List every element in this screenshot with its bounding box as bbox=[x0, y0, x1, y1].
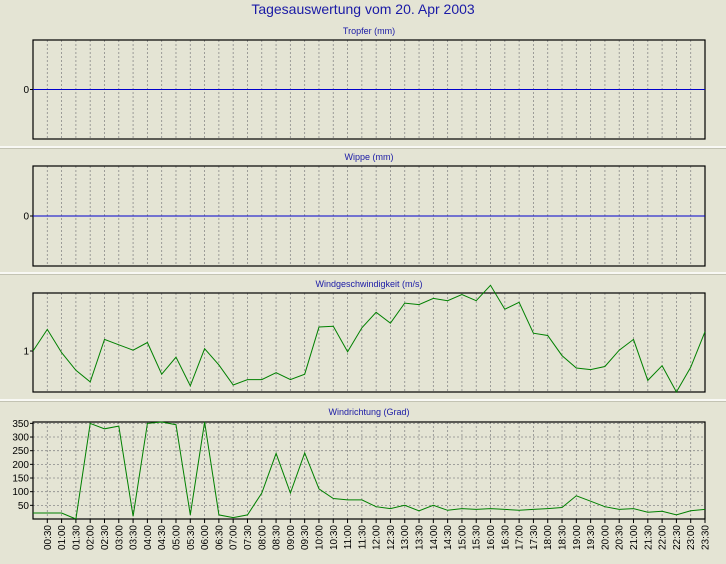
x-tick-label: 20:00 bbox=[600, 525, 611, 550]
x-tick-label: 15:00 bbox=[457, 525, 468, 550]
panel-title: Windrichtung (Grad) bbox=[328, 407, 409, 417]
y-tick-label: 0 bbox=[23, 212, 29, 223]
y-tick-label: 250 bbox=[12, 446, 29, 457]
series-line bbox=[33, 421, 706, 520]
x-tick-label: 08:00 bbox=[257, 525, 268, 550]
x-tick-label: 16:30 bbox=[500, 525, 511, 550]
x-tick-label: 06:30 bbox=[214, 525, 225, 550]
x-tick-label: 13:30 bbox=[415, 525, 426, 550]
x-tick-label: 19:30 bbox=[586, 525, 597, 550]
x-tick-label: 08:30 bbox=[272, 525, 283, 550]
page-title: Tagesauswertung vom 20. Apr 2003 bbox=[251, 1, 475, 17]
x-axis: 00:30 01:00 01:30 02:00 02:30 03:00 03:30 04:00… bbox=[43, 519, 712, 550]
x-tick-label: 01:30 bbox=[71, 525, 82, 550]
x-tick-label: 14:30 bbox=[443, 525, 454, 550]
y-tick-label: 0 bbox=[23, 85, 29, 96]
x-tick-label: 10:00 bbox=[314, 525, 325, 550]
x-tick-label: 02:00 bbox=[86, 525, 97, 550]
x-tick-label: 04:30 bbox=[157, 525, 168, 550]
panel-2: Wippe (mm) 0 bbox=[23, 152, 706, 267]
x-tick-label: 16:00 bbox=[486, 525, 497, 550]
x-tick-label: 10:30 bbox=[329, 525, 340, 550]
panel-title: Wippe (mm) bbox=[345, 152, 394, 162]
x-tick-label: 22:00 bbox=[658, 525, 669, 550]
y-tick-label: 100 bbox=[12, 487, 29, 498]
x-tick-label: 09:30 bbox=[300, 525, 311, 550]
x-tick-label: 17:00 bbox=[515, 525, 526, 550]
panel-title: Windgeschwindigkeit (m/s) bbox=[315, 279, 422, 289]
x-tick-label: 00:30 bbox=[43, 525, 54, 550]
x-tick-label: 21:00 bbox=[629, 525, 640, 550]
y-tick-label: 1 bbox=[23, 347, 29, 358]
y-tick-label: 50 bbox=[18, 501, 30, 512]
x-tick-label: 04:00 bbox=[143, 525, 154, 550]
x-tick-label: 07:30 bbox=[243, 525, 254, 550]
plot-frame bbox=[32, 421, 706, 520]
panel-1: Tropfer (mm) 0 bbox=[23, 26, 706, 140]
x-tick-label: 09:00 bbox=[286, 525, 297, 550]
x-tick-label: 19:00 bbox=[572, 525, 583, 550]
panel-3: Windgeschwindigkeit (m/s) 1 bbox=[23, 279, 706, 394]
series-line bbox=[32, 284, 706, 394]
y-tick-label: 150 bbox=[12, 474, 29, 485]
panel-title: Tropfer (mm) bbox=[343, 26, 395, 36]
y-tick-label: 200 bbox=[12, 460, 29, 471]
x-tick-label: 14:00 bbox=[429, 525, 440, 550]
x-tick-label: 17:30 bbox=[529, 525, 540, 550]
x-tick-label: 06:00 bbox=[200, 525, 211, 550]
x-tick-label: 05:00 bbox=[171, 525, 182, 550]
panel-4: Windrichtung (Grad) 50 100 150 200 250 300 350 bbox=[12, 407, 706, 520]
y-tick-label: 350 bbox=[12, 419, 29, 430]
x-tick-label: 23:30 bbox=[701, 525, 712, 550]
plot-frame bbox=[32, 292, 706, 393]
x-tick-label: 18:00 bbox=[543, 525, 554, 550]
x-tick-label: 03:00 bbox=[114, 525, 125, 550]
x-tick-label: 12:30 bbox=[386, 525, 397, 550]
x-tick-label: 02:30 bbox=[100, 525, 111, 550]
x-tick-label: 11:00 bbox=[343, 525, 354, 550]
x-tick-label: 05:30 bbox=[186, 525, 197, 550]
x-tick-label: 23:00 bbox=[686, 525, 697, 550]
x-tick-label: 22:30 bbox=[672, 525, 683, 550]
x-tick-label: 13:00 bbox=[400, 525, 411, 550]
x-tick-label: 20:30 bbox=[615, 525, 626, 550]
y-tick-label: 300 bbox=[12, 433, 29, 444]
x-tick-label: 07:00 bbox=[229, 525, 240, 550]
x-tick-label: 03:30 bbox=[129, 525, 140, 550]
x-tick-label: 01:00 bbox=[57, 525, 68, 550]
x-tick-label: 18:30 bbox=[558, 525, 569, 550]
x-tick-label: 15:30 bbox=[472, 525, 483, 550]
x-tick-label: 12:00 bbox=[372, 525, 383, 550]
x-tick-label: 21:30 bbox=[643, 525, 654, 550]
x-tick-label: 11:30 bbox=[357, 525, 368, 550]
